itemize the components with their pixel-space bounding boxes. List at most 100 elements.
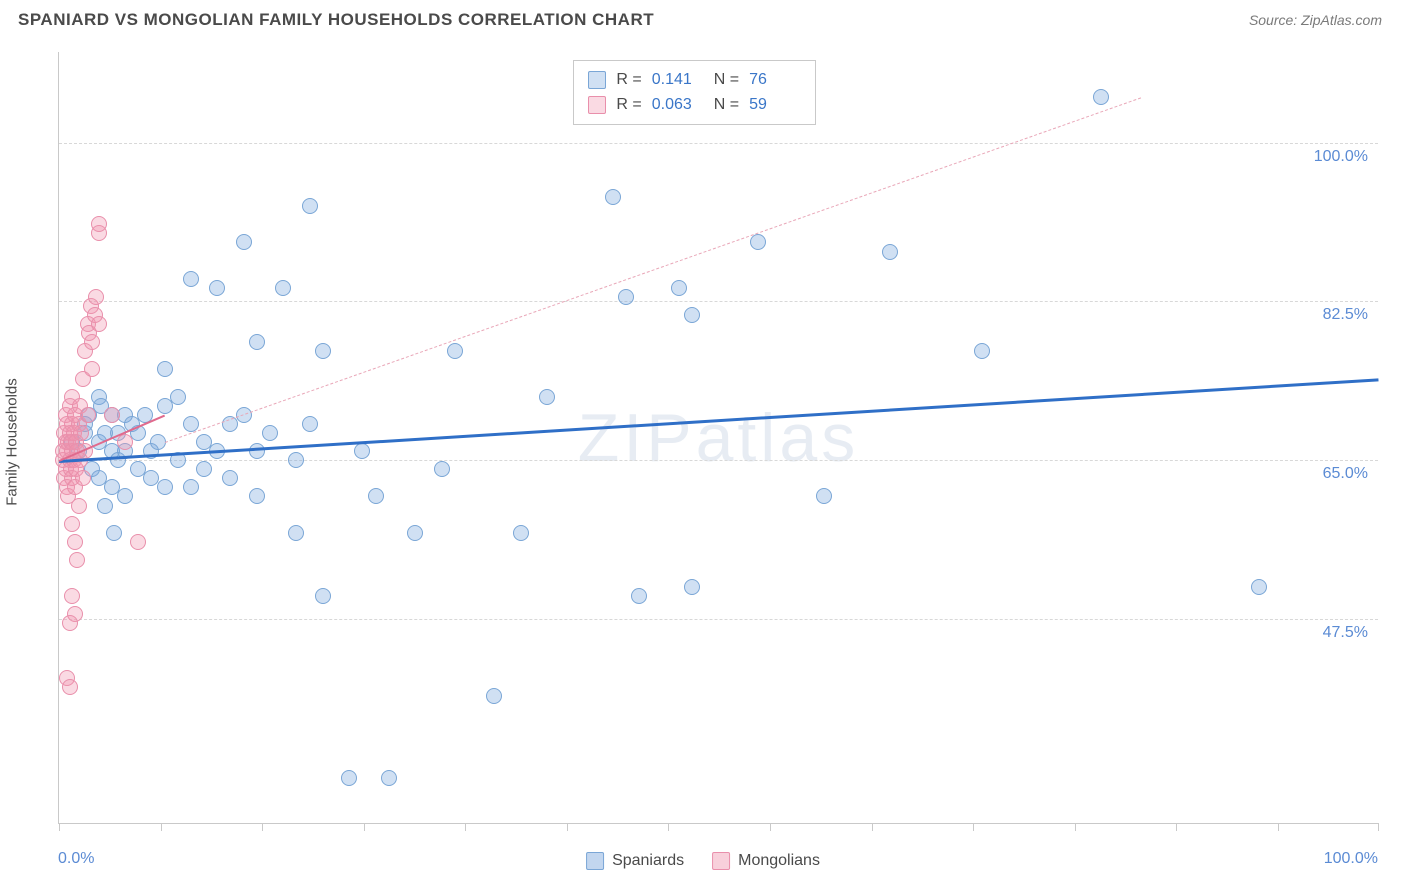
data-point (117, 488, 133, 504)
data-point (62, 679, 78, 695)
data-point (974, 343, 990, 359)
x-tick (872, 823, 873, 831)
data-point (183, 479, 199, 495)
data-point (150, 434, 166, 450)
data-point (71, 498, 87, 514)
data-point (157, 479, 173, 495)
data-point (407, 525, 423, 541)
data-point (196, 461, 212, 477)
data-point (882, 244, 898, 260)
data-point (631, 588, 647, 604)
data-point (84, 334, 100, 350)
y-tick-label: 82.5% (1323, 306, 1368, 324)
data-point (170, 389, 186, 405)
data-point (341, 770, 357, 786)
stats-row: R =0.063N =59 (588, 92, 801, 118)
data-point (91, 216, 107, 232)
data-point (315, 343, 331, 359)
trend-line (59, 379, 1378, 464)
legend-swatch (586, 852, 604, 870)
data-point (288, 525, 304, 541)
gridline (59, 460, 1378, 461)
data-point (88, 289, 104, 305)
data-point (222, 470, 238, 486)
x-tick (465, 823, 466, 831)
data-point (315, 588, 331, 604)
data-point (117, 434, 133, 450)
x-axis-start: 0.0% (58, 850, 94, 868)
x-tick (1278, 823, 1279, 831)
data-point (84, 361, 100, 377)
data-point (62, 615, 78, 631)
data-point (302, 198, 318, 214)
data-point (447, 343, 463, 359)
plot-region: ZIPatlas 47.5%65.0%82.5%100.0%R =0.141N … (58, 52, 1378, 824)
y-tick-label: 47.5% (1323, 624, 1368, 642)
x-tick (973, 823, 974, 831)
data-point (539, 389, 555, 405)
data-point (368, 488, 384, 504)
legend-swatch (588, 96, 606, 114)
x-tick (364, 823, 365, 831)
legend-swatch (588, 71, 606, 89)
legend-label: Spaniards (612, 852, 684, 870)
data-point (97, 498, 113, 514)
data-point (434, 461, 450, 477)
x-tick (1176, 823, 1177, 831)
x-axis-end: 100.0% (1324, 850, 1378, 868)
data-point (183, 271, 199, 287)
data-point (80, 407, 96, 423)
data-point (618, 289, 634, 305)
data-point (381, 770, 397, 786)
source-label: Source: ZipAtlas.com (1249, 12, 1382, 28)
data-point (130, 534, 146, 550)
data-point (64, 516, 80, 532)
data-point (183, 416, 199, 432)
data-point (209, 280, 225, 296)
data-point (1093, 89, 1109, 105)
bottom-legend: Spaniards Mongolians (586, 852, 820, 870)
data-point (684, 307, 700, 323)
watermark: ZIPatlas (578, 399, 859, 477)
stats-row: R =0.141N =76 (588, 67, 801, 93)
data-point (1251, 579, 1267, 595)
x-tick (770, 823, 771, 831)
gridline (59, 301, 1378, 302)
y-axis-label: Family Households (4, 378, 21, 506)
y-tick-label: 65.0% (1323, 465, 1368, 483)
x-tick (668, 823, 669, 831)
data-point (249, 334, 265, 350)
data-point (106, 525, 122, 541)
trend-line (164, 97, 1140, 443)
data-point (91, 316, 107, 332)
chart-area: Family Households ZIPatlas 47.5%65.0%82.… (18, 40, 1388, 844)
data-point (262, 425, 278, 441)
legend-label: Mongolians (738, 852, 820, 870)
data-point (684, 579, 700, 595)
data-point (486, 688, 502, 704)
data-point (249, 488, 265, 504)
data-point (67, 534, 83, 550)
chart-title: SPANIARD VS MONGOLIAN FAMILY HOUSEHOLDS … (18, 10, 654, 30)
stats-box: R =0.141N =76R =0.063N =59 (573, 60, 816, 125)
data-point (69, 552, 85, 568)
data-point (605, 189, 621, 205)
gridline (59, 143, 1378, 144)
x-tick (59, 823, 60, 831)
data-point (64, 588, 80, 604)
data-point (157, 361, 173, 377)
x-tick (1075, 823, 1076, 831)
x-tick (161, 823, 162, 831)
data-point (302, 416, 318, 432)
x-tick (567, 823, 568, 831)
gridline (59, 619, 1378, 620)
data-point (75, 470, 91, 486)
data-point (236, 234, 252, 250)
legend-item: Spaniards (586, 852, 684, 870)
legend-item: Mongolians (712, 852, 820, 870)
data-point (73, 425, 89, 441)
data-point (354, 443, 370, 459)
data-point (750, 234, 766, 250)
data-point (816, 488, 832, 504)
data-point (104, 407, 120, 423)
